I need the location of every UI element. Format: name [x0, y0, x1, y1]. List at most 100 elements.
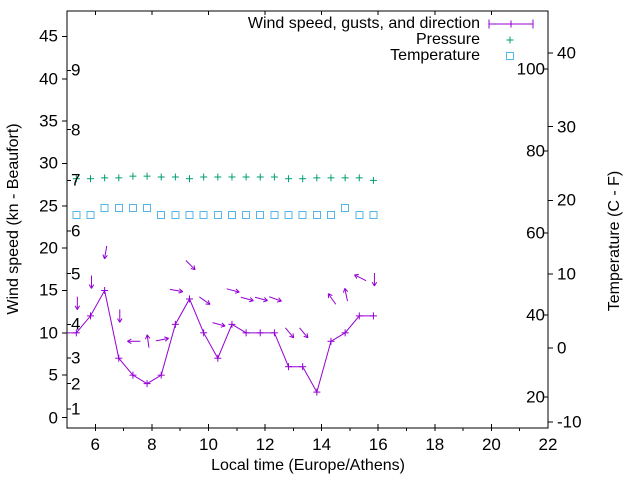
- temperature-point-marker: [256, 211, 265, 220]
- gust-arrow-head: [164, 337, 169, 342]
- gust-arrow-head: [127, 338, 132, 342]
- wind-tick-label: 35: [39, 111, 58, 131]
- temperature-point-marker: [199, 211, 208, 220]
- wind-tick-label: 10: [39, 323, 58, 343]
- x-tick-label: 6: [90, 435, 101, 454]
- gust-arrow-head: [303, 335, 309, 339]
- gust-arrow-head: [276, 300, 282, 303]
- gust-arrow-head: [342, 288, 346, 293]
- gust-arrow-head: [74, 305, 78, 310]
- celsius-tick-label: 0: [557, 338, 567, 358]
- plot-border: [66, 10, 549, 429]
- beaufort-label: 4: [71, 314, 81, 334]
- gust-arrow: [284, 327, 295, 339]
- gust-arrow-head: [117, 318, 121, 323]
- gust-arrow-head: [248, 300, 254, 303]
- temperature-point-marker: [312, 211, 321, 220]
- wind-tick-label: 40: [39, 69, 58, 89]
- gust-arrow: [269, 296, 282, 302]
- gust-arrow: [146, 334, 150, 348]
- temperature-point-marker: [326, 211, 335, 220]
- wind-tick-label: 45: [39, 26, 58, 46]
- temperature-point-marker: [213, 211, 222, 220]
- gust-arrow-head: [76, 305, 81, 310]
- x-tick-label: 12: [255, 435, 275, 454]
- gust-arrow-head: [104, 255, 108, 260]
- gust-arrow: [240, 296, 254, 302]
- gust-arrow: [155, 337, 169, 342]
- fahrenheit-label: 40: [526, 305, 545, 325]
- temperature-point-marker: [270, 211, 279, 220]
- gust-arrow: [344, 288, 348, 302]
- celsius-tick-label: 10: [557, 264, 576, 284]
- wind-tick-label: 20: [39, 238, 58, 258]
- legend-label-wind: Wind speed, gusts, and direction: [247, 15, 480, 32]
- gust-arrow-head: [235, 288, 240, 293]
- beaufort-label: 2: [71, 374, 81, 394]
- celsius-tick-label: 20: [557, 190, 576, 210]
- beaufort-label: 6: [71, 221, 81, 241]
- gust-arrow-head: [306, 333, 309, 338]
- x-tick-label: 8: [147, 435, 157, 454]
- fahrenheit-label: 60: [526, 223, 545, 243]
- gust-arrow-head: [234, 291, 240, 294]
- gust-arrow-head: [146, 334, 151, 339]
- beaufort-label: 1: [71, 399, 81, 419]
- beaufort-label: 5: [71, 264, 81, 284]
- temperature-point-marker: [369, 211, 378, 220]
- gust-arrow: [226, 288, 240, 293]
- legend-label-pressure: Pressure: [415, 31, 480, 48]
- beaufort-label: 3: [71, 348, 81, 368]
- gust-arrow-head: [127, 340, 132, 344]
- gust-arrow-head: [220, 325, 226, 328]
- x-tick-label: 22: [538, 435, 558, 454]
- gust-arrow-head: [145, 334, 148, 340]
- beaufort-label: 7: [71, 170, 81, 190]
- beaufort-label: 8: [71, 120, 81, 140]
- fahrenheit-label: 20: [526, 387, 545, 407]
- x-tick-label: 10: [199, 435, 218, 454]
- gust-arrow-head: [178, 288, 184, 292]
- temperature-point-marker: [100, 203, 109, 212]
- temperature-point-marker: [143, 203, 152, 212]
- temperature-point-marker: [284, 211, 293, 220]
- gust-arrow: [104, 245, 108, 259]
- wind-tick-label: 15: [39, 280, 58, 300]
- gust-arrow-head: [373, 281, 378, 287]
- temperature-point-marker: [72, 211, 81, 220]
- gust-arrow: [354, 274, 367, 282]
- temperature-point-marker: [86, 211, 95, 220]
- wind-line: [67, 289, 374, 394]
- legend-label-temperature: Temperature: [390, 47, 480, 64]
- temperature-point-marker: [355, 211, 364, 220]
- x-tick-label: 14: [312, 435, 332, 454]
- gust-arrow: [169, 288, 183, 293]
- y-axis-label-right: Temperature (C - F): [606, 170, 623, 312]
- wind-tick-label: 25: [39, 196, 58, 216]
- gust-arrow-head: [328, 293, 333, 296]
- x-tick-label: 16: [368, 435, 388, 454]
- gust-arrow: [327, 293, 337, 305]
- gust-arrow-head: [88, 284, 92, 289]
- fahrenheit-label: 100: [516, 59, 545, 79]
- temperature-point-marker: [185, 211, 194, 220]
- gust-arrow-head: [221, 322, 226, 327]
- temperature-point-marker: [171, 211, 180, 220]
- gust-arrow: [212, 322, 226, 327]
- gust-arrow-head: [354, 274, 358, 279]
- gust-arrow-head: [207, 300, 211, 305]
- temperature-point-marker: [157, 211, 166, 220]
- gust-arrow-head: [371, 281, 375, 287]
- x-tick-label: 18: [425, 435, 445, 454]
- x-tick-label: 20: [481, 435, 501, 454]
- celsius-tick-label: -10: [557, 412, 582, 432]
- gust-arrow: [199, 296, 211, 305]
- beaufort-label: 9: [71, 60, 81, 80]
- gust-arrow-head: [278, 297, 282, 302]
- gust-arrow-head: [292, 333, 295, 338]
- gust-arrow-head: [178, 291, 183, 294]
- x-axis-label: Local time (Europe/Athens): [211, 457, 405, 474]
- gust-arrow-head: [164, 336, 169, 339]
